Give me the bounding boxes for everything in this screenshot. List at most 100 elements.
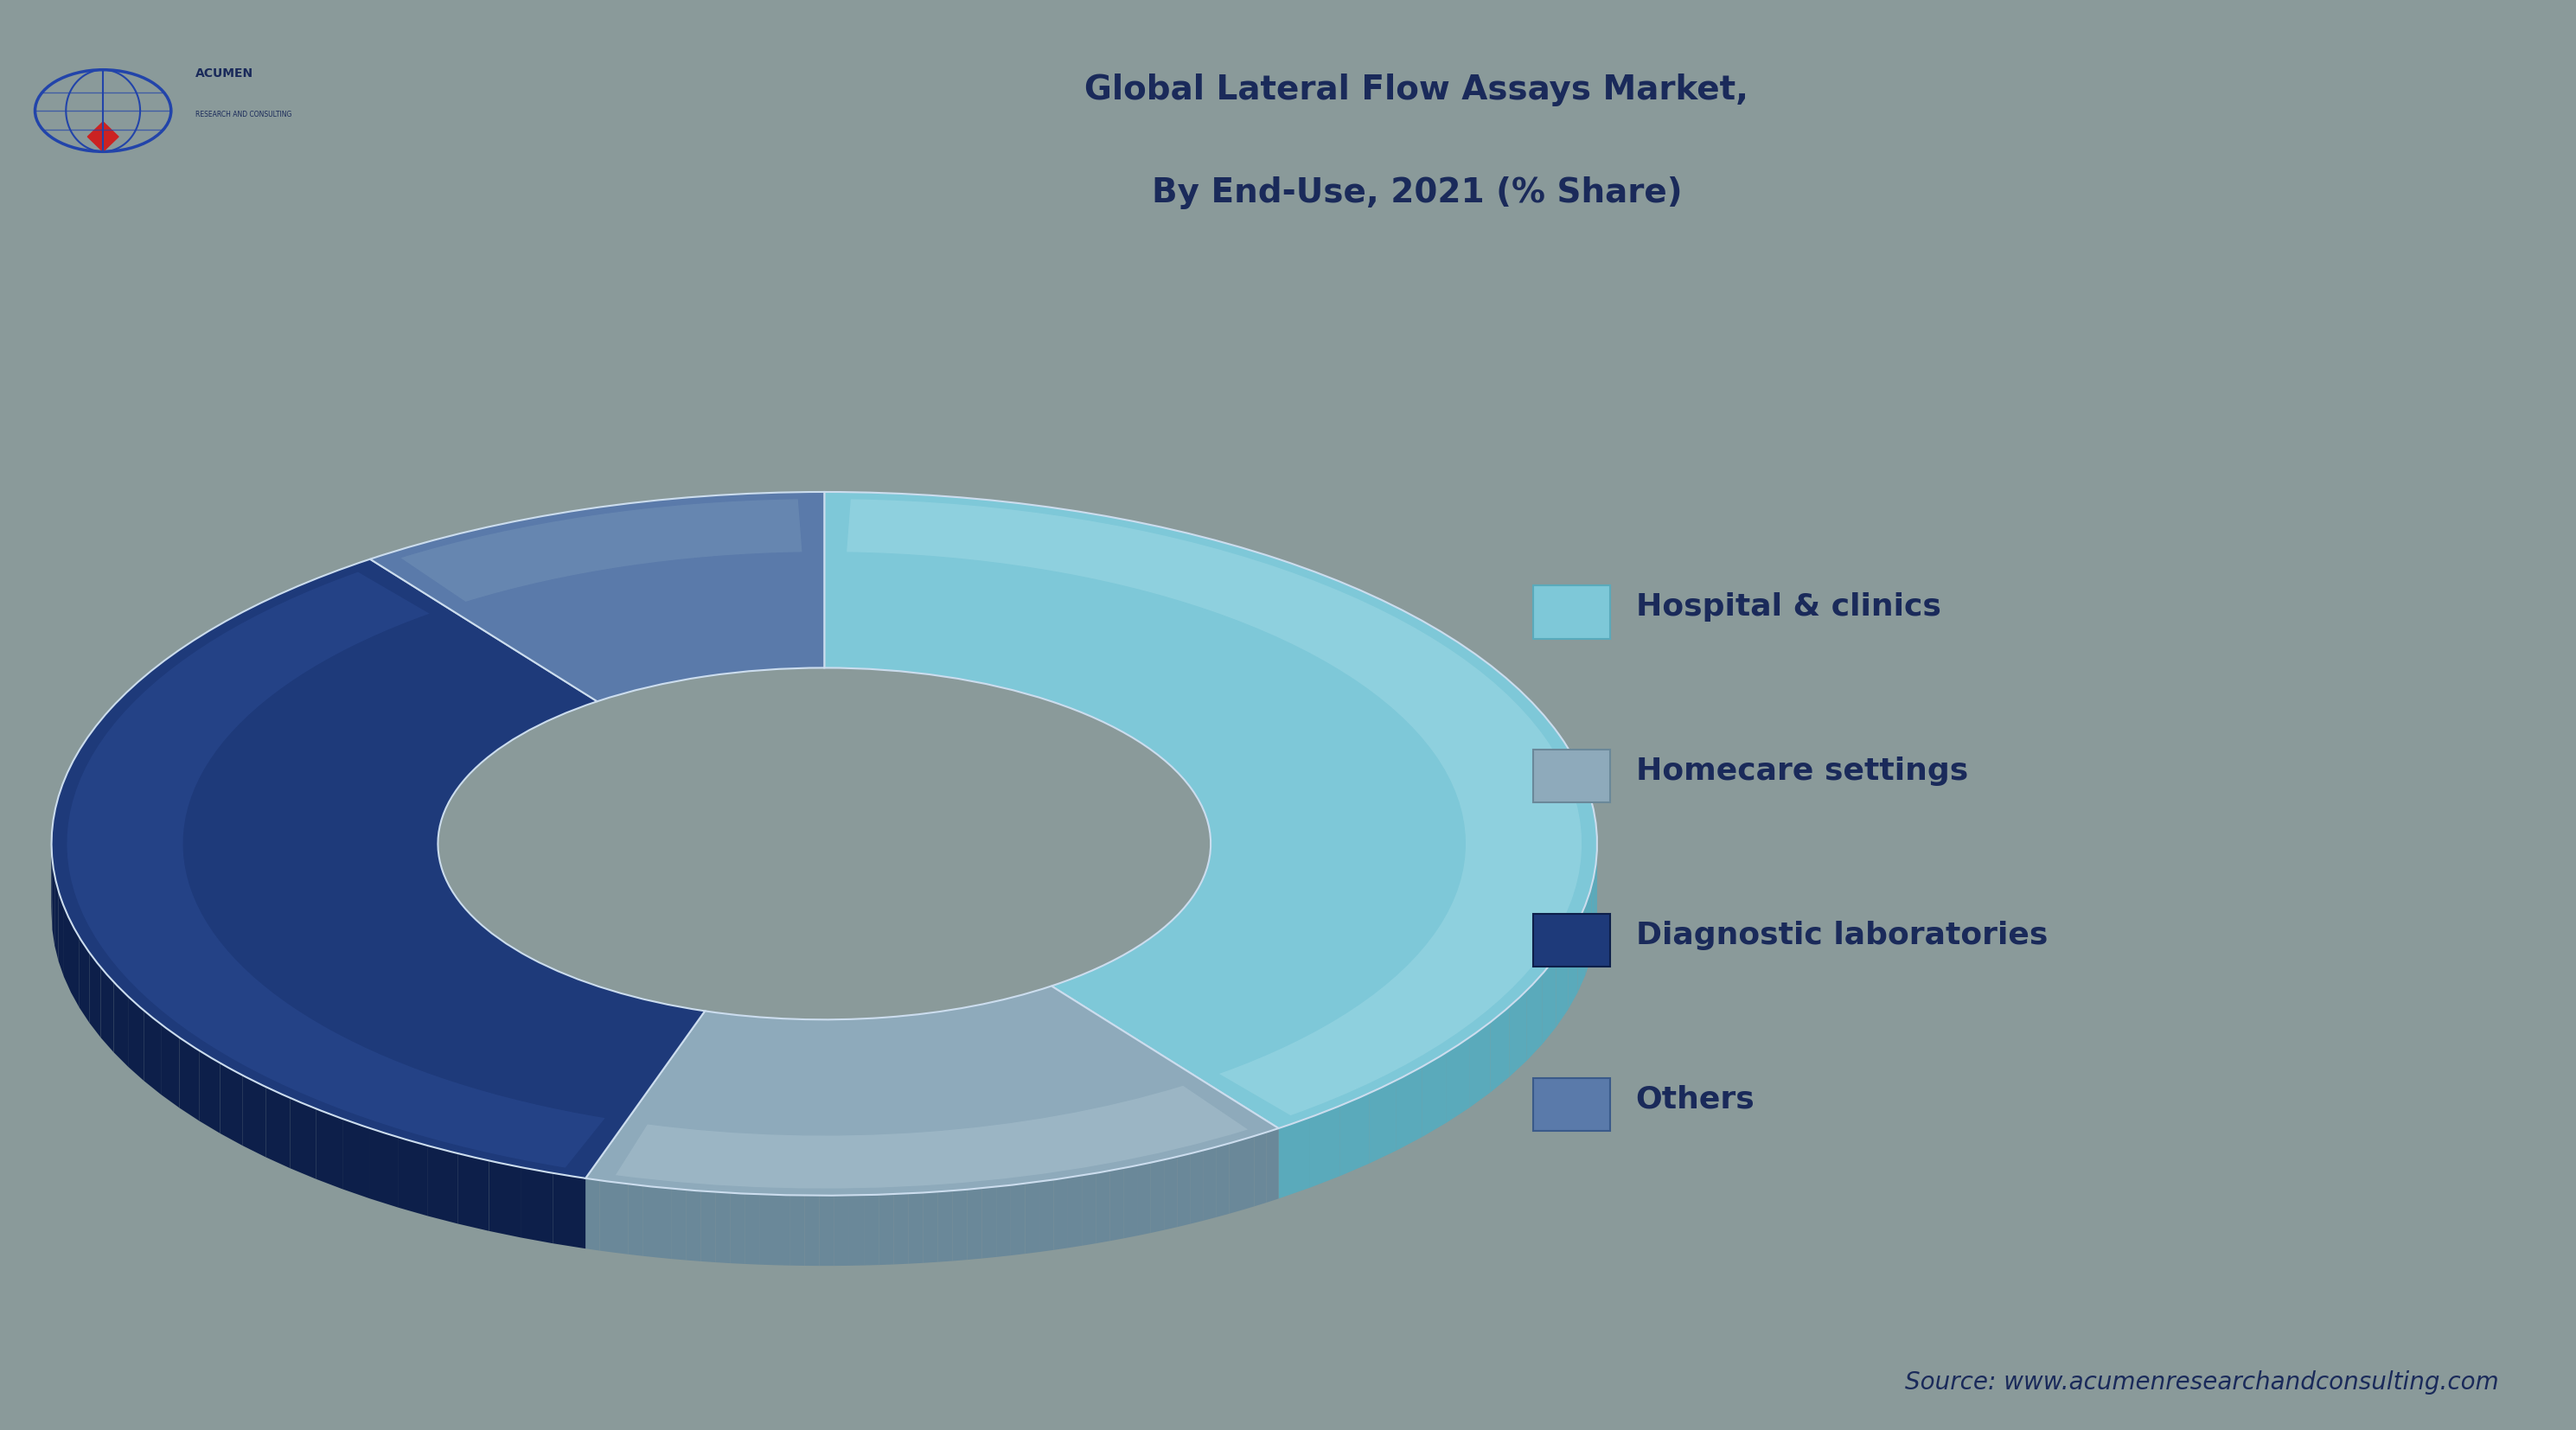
Polygon shape [770,1018,778,1088]
Polygon shape [981,1002,987,1075]
Polygon shape [1038,988,1046,1060]
Polygon shape [1278,1117,1311,1198]
Polygon shape [100,967,113,1052]
Polygon shape [520,1167,554,1244]
Polygon shape [443,875,448,954]
Polygon shape [611,991,626,1065]
Polygon shape [672,1005,688,1078]
Polygon shape [1167,917,1175,995]
Polygon shape [837,1020,845,1090]
Polygon shape [484,927,492,1004]
Polygon shape [799,1020,806,1090]
Polygon shape [933,1011,940,1083]
Text: ACUMEN: ACUMEN [196,67,255,80]
Polygon shape [477,919,484,997]
Polygon shape [546,965,556,1041]
Polygon shape [90,952,100,1038]
Polygon shape [909,1193,922,1264]
Wedge shape [371,492,824,701]
Polygon shape [1082,968,1097,1045]
Polygon shape [569,977,582,1051]
Polygon shape [1255,1133,1267,1207]
Wedge shape [585,987,1278,1195]
Polygon shape [1066,975,1082,1051]
Polygon shape [317,1108,343,1190]
Polygon shape [762,1017,770,1088]
Polygon shape [1033,990,1038,1062]
Polygon shape [940,1011,945,1083]
Polygon shape [1182,901,1190,980]
Polygon shape [1015,995,1020,1067]
Polygon shape [1136,1163,1151,1236]
Polygon shape [1468,1022,1492,1108]
Polygon shape [1422,1052,1448,1137]
Polygon shape [64,907,72,992]
Polygon shape [672,1188,685,1260]
Text: Source: www.acumenresearchandconsulting.com: Source: www.acumenresearchandconsulting.… [1906,1370,2499,1394]
Polygon shape [492,934,502,1011]
Polygon shape [1110,955,1123,1032]
Polygon shape [1069,1175,1082,1248]
Polygon shape [1368,1080,1396,1164]
FancyBboxPatch shape [1533,586,1610,639]
Polygon shape [922,1191,938,1263]
Polygon shape [1577,904,1587,992]
Polygon shape [399,1137,428,1216]
Polygon shape [641,1185,657,1257]
Polygon shape [1556,940,1569,1027]
Polygon shape [113,982,129,1067]
Polygon shape [613,1183,629,1254]
Polygon shape [489,1161,520,1237]
Polygon shape [556,971,569,1047]
Polygon shape [600,1180,613,1253]
Polygon shape [1041,1180,1054,1251]
Polygon shape [1528,974,1543,1061]
Polygon shape [1136,941,1146,1018]
Polygon shape [786,1018,793,1090]
Polygon shape [59,891,64,977]
Polygon shape [819,1195,835,1266]
Polygon shape [1569,922,1577,1010]
FancyBboxPatch shape [1533,914,1610,967]
Text: Diagnostic laboratories: Diagnostic laboratories [1636,921,2048,950]
Polygon shape [523,954,533,1030]
Polygon shape [585,1178,600,1251]
Polygon shape [1054,1177,1069,1250]
Polygon shape [54,875,59,961]
Polygon shape [1051,981,1066,1057]
Wedge shape [402,499,801,602]
Polygon shape [459,1154,489,1231]
Polygon shape [554,1173,585,1248]
Polygon shape [502,941,513,1017]
Polygon shape [1028,992,1033,1064]
Polygon shape [464,905,469,984]
Polygon shape [448,882,451,961]
Polygon shape [1146,932,1157,1011]
Text: By End-Use, 2021 (% Share): By End-Use, 2021 (% Share) [1151,177,1682,209]
Polygon shape [806,1020,814,1090]
Wedge shape [824,492,1597,1128]
Polygon shape [1157,925,1167,1004]
Wedge shape [52,559,706,1178]
Polygon shape [440,868,443,945]
Polygon shape [747,1017,755,1087]
Polygon shape [873,1018,881,1088]
Polygon shape [925,1012,933,1084]
Polygon shape [711,1012,719,1084]
Polygon shape [701,1191,716,1263]
Polygon shape [598,987,611,1061]
Polygon shape [850,1195,863,1266]
Polygon shape [966,1188,981,1260]
Wedge shape [848,499,1582,1115]
Polygon shape [778,1018,786,1090]
Polygon shape [1216,1144,1229,1217]
Polygon shape [1229,1140,1242,1214]
Polygon shape [1002,998,1007,1071]
FancyBboxPatch shape [1533,1078,1610,1131]
Polygon shape [994,1000,1002,1072]
Polygon shape [1010,1184,1025,1256]
Polygon shape [265,1087,291,1168]
Polygon shape [997,1185,1010,1257]
Polygon shape [845,1020,853,1090]
Polygon shape [953,1190,966,1261]
